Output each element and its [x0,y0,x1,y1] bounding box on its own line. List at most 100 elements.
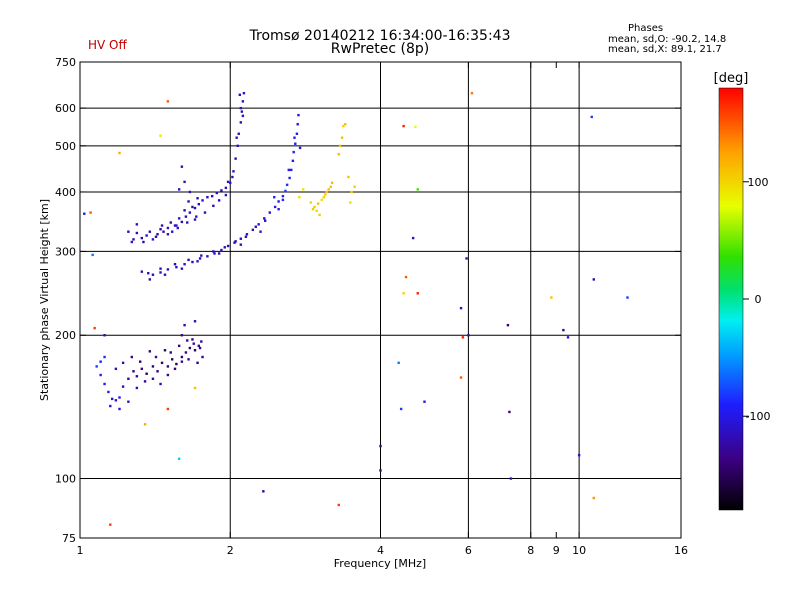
scatter-point [156,370,159,373]
scatter-point [337,153,341,156]
scatter-point [316,202,320,205]
scatter-point [590,115,593,119]
scatter-point [135,231,139,235]
scatter-point [239,243,243,246]
scatter-point [156,233,159,236]
x-tick-label: 4 [377,544,384,557]
colorbar-tick-label: 100 [748,176,769,189]
scatter-point [284,189,287,193]
y-tick-label: 400 [55,186,76,199]
scatter-point [287,168,290,172]
scatter-point [236,144,239,148]
x-tick-label: 1 [77,544,84,557]
scatter-point [193,206,197,210]
scatter-point [294,142,297,145]
colorbar [718,87,744,511]
x-tick-label: 6 [465,544,472,557]
scatter-point [145,234,148,237]
scatter-point [177,344,181,348]
phases-o-stats: mean, sd,O: -90.2, 14.8 [608,34,727,45]
scatter-point [173,263,177,266]
scatter-point [163,273,167,276]
scatter-point [411,236,415,240]
scatter-point [107,390,110,394]
scatter-point [159,228,162,231]
scatter-point [140,367,144,371]
x-tick-label: 8 [527,544,534,557]
scatter-point [251,228,255,232]
scatter-point [191,338,194,341]
scatter-point [177,457,181,461]
scatter-point [140,236,144,240]
scatter-point [160,361,164,365]
scatter-point [159,134,162,137]
scatter-point [338,144,342,148]
scatter-point [135,375,139,378]
scatter-point [288,176,291,180]
scatter-point [206,255,209,258]
colorbar-label: [deg] [714,71,749,86]
scatter-point [163,349,167,352]
scatter-point [177,188,181,191]
scatter-point [201,199,204,202]
x-tick-label: 2 [227,544,234,557]
scatter-point [148,230,152,233]
scatter-point [245,233,249,236]
scatter-point [187,358,190,361]
scatter-point [327,188,330,191]
scatter-point [118,396,121,399]
scatter-point [402,124,405,128]
scatter-point [197,344,201,348]
scatter-point [254,225,257,228]
scatter-point [397,361,400,365]
scatter-point [180,165,184,168]
scatter-point [626,296,629,299]
scatter-point [550,296,553,299]
scatter-point [467,334,470,337]
scatter-point [175,224,178,227]
scatter-point [166,100,170,103]
scatter-point [399,407,403,411]
scatter-point [89,211,92,214]
scatter-point [217,199,221,202]
scatter-point [187,200,190,203]
scatter-point [461,336,465,339]
scatter-point [118,407,121,411]
scatter-point [423,400,426,403]
scatter-point [257,223,260,226]
scatter-point [103,355,106,359]
scatter-point [330,181,334,185]
scatter-point [196,260,199,263]
scatter-point [509,477,513,480]
scatter-point [262,490,265,493]
scatter-point [215,191,219,195]
scatter-point [337,503,341,507]
scatter-point [414,125,417,129]
scatter-point [121,385,125,388]
scatter-point [295,132,299,135]
scatter-point [298,146,302,150]
scatter-point [301,188,305,191]
colorbar-tick-label: -100 [746,410,771,423]
scatter-point [151,238,155,241]
scatter-point [224,186,228,190]
scatter-point [224,193,228,197]
scatter-point [191,260,194,264]
scatter-point [226,180,230,184]
scatter-point [170,358,174,361]
scatter-point [234,157,237,160]
scatter-point [170,230,174,233]
scatter-point [114,399,118,402]
scatter-point [416,292,419,295]
scatter-point [151,377,155,380]
scatter-point [193,320,197,323]
scatter-point [180,267,184,270]
colorbar-tick-label: 0 [755,293,762,306]
scatter-point [176,226,179,230]
scatter-point [143,423,147,426]
colorbar-ticks: -100 0 100 [743,176,770,423]
scatter-point [226,244,230,248]
scatter-point [353,185,356,189]
scatter-point [132,370,135,373]
chart-title-line1: Tromsø 20140212 16:34:00-16:35:43 [249,28,511,44]
